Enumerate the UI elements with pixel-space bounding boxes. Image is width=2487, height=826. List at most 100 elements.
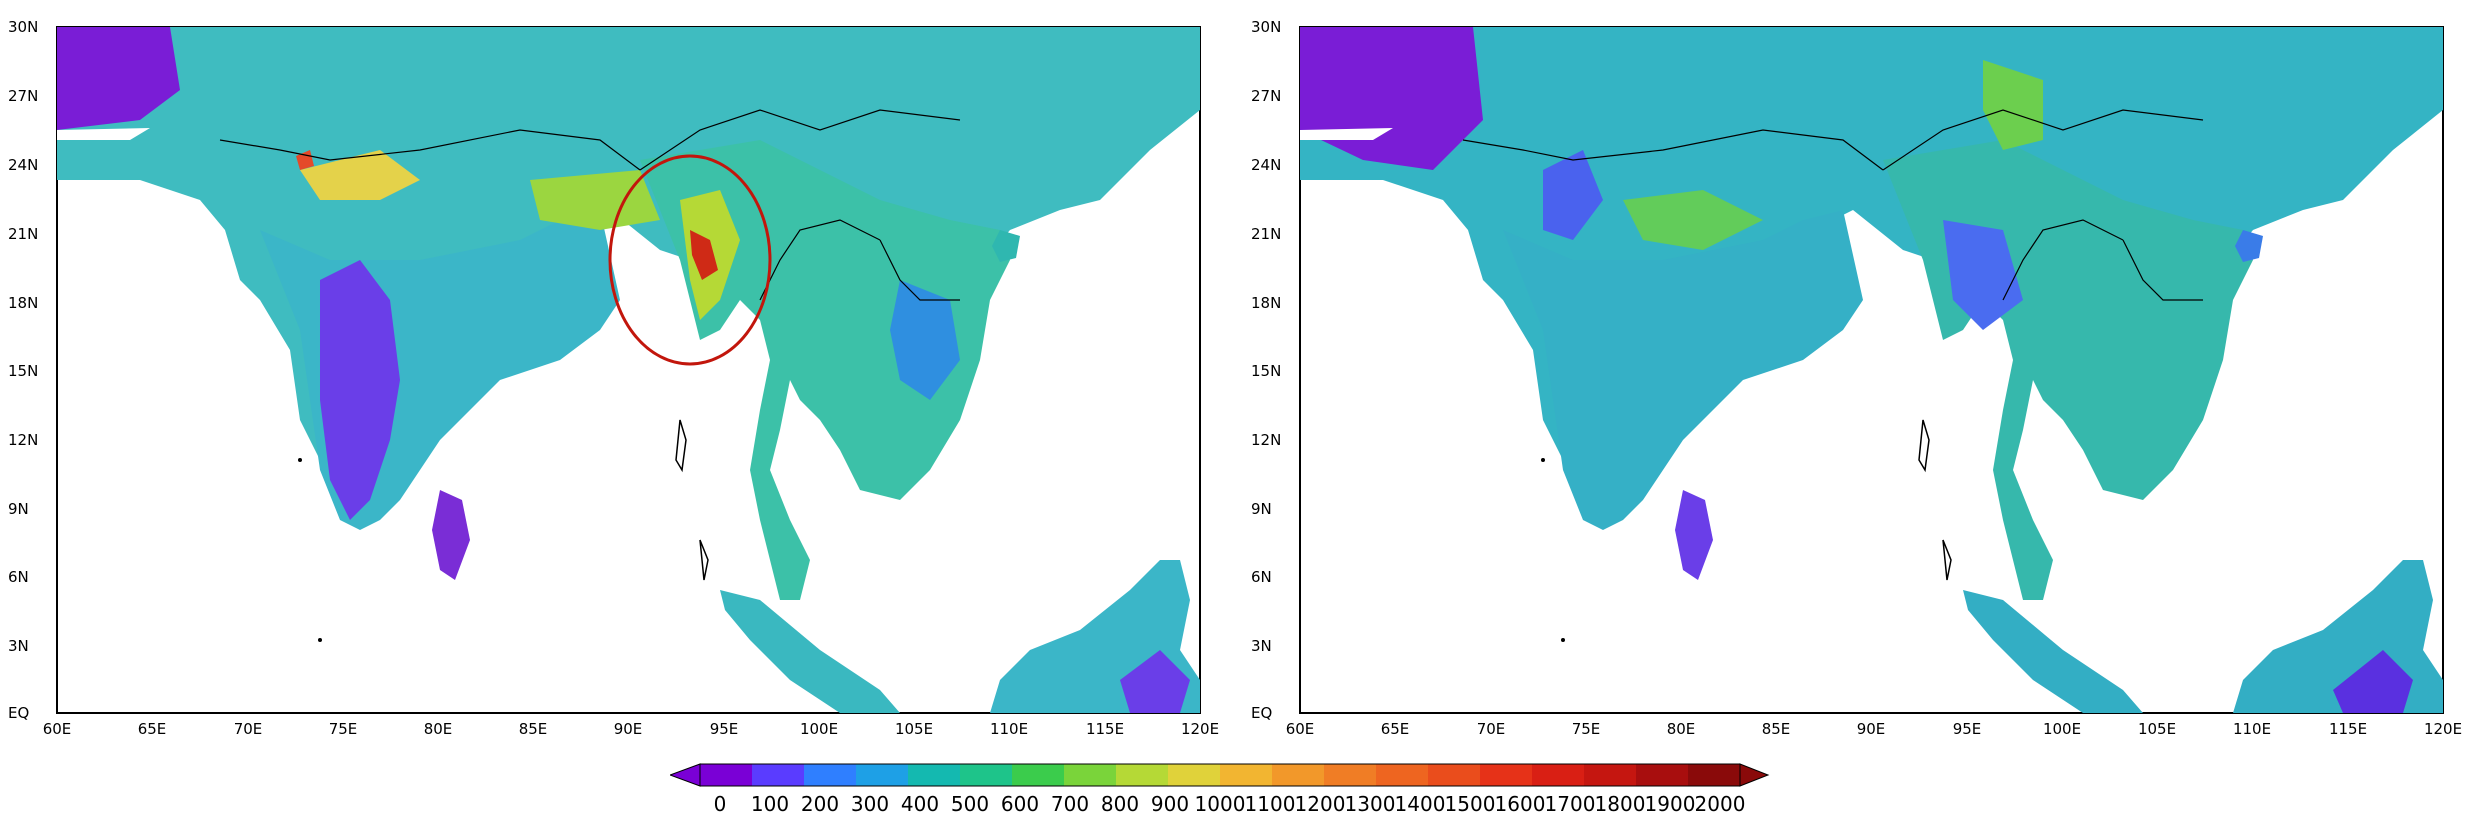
highlight-ellipse [608, 154, 772, 366]
lon-label: 120E [1180, 720, 1220, 738]
lon-label: 65E [137, 720, 167, 738]
colorbar-tick-label: 300 [850, 792, 890, 816]
lon-label: 110E [2232, 720, 2272, 738]
colorbar-segment [804, 764, 857, 786]
colorbar-segment [1428, 764, 1481, 786]
colorbar-arrow-max [1739, 763, 1770, 787]
lat-label: 3N [8, 637, 29, 655]
land-sumatra [720, 590, 900, 713]
lat-label: 15N [8, 362, 39, 380]
colorbar-segment [1064, 764, 1117, 786]
colorbar-tick-label: 1500 [1444, 792, 1496, 816]
colorbar-segment [1012, 764, 1065, 786]
lon-label: 80E [1666, 720, 1696, 738]
colorbar-svg [668, 763, 1770, 787]
colorbar-segment [1636, 764, 1689, 786]
colorbar-arrow-min [668, 763, 701, 787]
land-sri-lanka [432, 490, 470, 580]
lat-label: 3N [1251, 637, 1272, 655]
colorbar-segment [1480, 764, 1533, 786]
lat-label: 21N [1251, 225, 1282, 243]
colorbar-tick-label: 1600 [1494, 792, 1546, 816]
lon-label: 100E [2042, 720, 2082, 738]
lat-label: 12N [8, 431, 39, 449]
colorbar-tick-label: 2000 [1694, 792, 1746, 816]
land-sri-lanka [1675, 490, 1713, 580]
lon-label: 75E [1571, 720, 1601, 738]
lat-label: EQ [8, 704, 30, 722]
colorbar-tick-label: 800 [1100, 792, 1140, 816]
lon-label: 105E [894, 720, 934, 738]
map-right [1299, 26, 2444, 714]
lon-label: 90E [1856, 720, 1886, 738]
colorbar-tick-label: 1400 [1394, 792, 1446, 816]
lon-label: 80E [423, 720, 453, 738]
lon-label: 75E [328, 720, 358, 738]
lon-label: 85E [1761, 720, 1791, 738]
colorbar: 0 100 200 300 400 500 600 700 800 900 1000 1100 1200… [668, 760, 1770, 826]
colorbar-segment [1532, 764, 1585, 786]
lat-label: 15N [1251, 362, 1282, 380]
lat-label: EQ [1251, 704, 1273, 722]
lon-label: 95E [1952, 720, 1982, 738]
lat-label: 18N [1251, 294, 1282, 312]
colorbar-tick-label: 400 [900, 792, 940, 816]
colorbar-tick-label: 100 [750, 792, 790, 816]
lon-label: 60E [42, 720, 72, 738]
map-left [56, 26, 1201, 714]
lon-label: 95E [709, 720, 739, 738]
lon-label: 100E [799, 720, 839, 738]
lon-label: 70E [233, 720, 263, 738]
lon-label: 120E [2423, 720, 2463, 738]
colorbar-segment [1116, 764, 1169, 786]
region-west-purple [57, 27, 180, 130]
colorbar-segment [1324, 764, 1377, 786]
map-panel-right: 30N 27N 24N 21N 18N 15N 12N 9N 6N 3N EQ … [1243, 0, 2473, 760]
lon-label: 115E [1085, 720, 1125, 738]
colorbar-tick-label: 1700 [1544, 792, 1596, 816]
lat-label: 30N [8, 18, 39, 36]
lat-label: 27N [1251, 87, 1282, 105]
lat-label: 27N [8, 87, 39, 105]
lat-label: 9N [1251, 500, 1272, 518]
lat-label: 21N [8, 225, 39, 243]
lat-label: 12N [1251, 431, 1282, 449]
colorbar-segment [1168, 764, 1221, 786]
lon-label: 65E [1380, 720, 1410, 738]
colorbar-segment [960, 764, 1013, 786]
colorbar-tick-label: 500 [950, 792, 990, 816]
colorbar-tick-label: 1000 [1194, 792, 1246, 816]
colorbar-tick-label: 0 [713, 792, 727, 816]
lat-label: 6N [8, 568, 29, 586]
colorbar-tick-label: 1200 [1294, 792, 1346, 816]
lon-label: 115E [2328, 720, 2368, 738]
colorbar-segment [1220, 764, 1273, 786]
colorbar-segment [1688, 764, 1741, 786]
lon-label: 60E [1285, 720, 1315, 738]
lon-label: 70E [1476, 720, 1506, 738]
colorbar-segment [700, 764, 753, 786]
colorbar-tick-label: 1300 [1344, 792, 1396, 816]
colorbar-tick-label: 900 [1150, 792, 1190, 816]
colorbar-tick-label: 1100 [1244, 792, 1296, 816]
lon-label: 105E [2137, 720, 2177, 738]
lon-label: 90E [613, 720, 643, 738]
lat-label: 24N [8, 156, 39, 174]
lat-label: 6N [1251, 568, 1272, 586]
lat-label: 30N [1251, 18, 1282, 36]
map-panel-left: 30N 27N 24N 21N 18N 15N 12N 9N 6N 3N EQ … [0, 0, 1230, 760]
colorbar-tick-label: 1800 [1594, 792, 1646, 816]
lon-label: 85E [518, 720, 548, 738]
land-india [1503, 210, 1863, 530]
colorbar-segment [1272, 764, 1325, 786]
colorbar-tick-label: 700 [1050, 792, 1090, 816]
colorbar-segment [1376, 764, 1429, 786]
colorbar-segment [856, 764, 909, 786]
lat-label: 24N [1251, 156, 1282, 174]
colorbar-segment [908, 764, 961, 786]
land-sumatra [1963, 590, 2143, 713]
colorbar-segment [752, 764, 805, 786]
colorbar-tick-label: 600 [1000, 792, 1040, 816]
colorbar-segment [1584, 764, 1637, 786]
lat-label: 18N [8, 294, 39, 312]
